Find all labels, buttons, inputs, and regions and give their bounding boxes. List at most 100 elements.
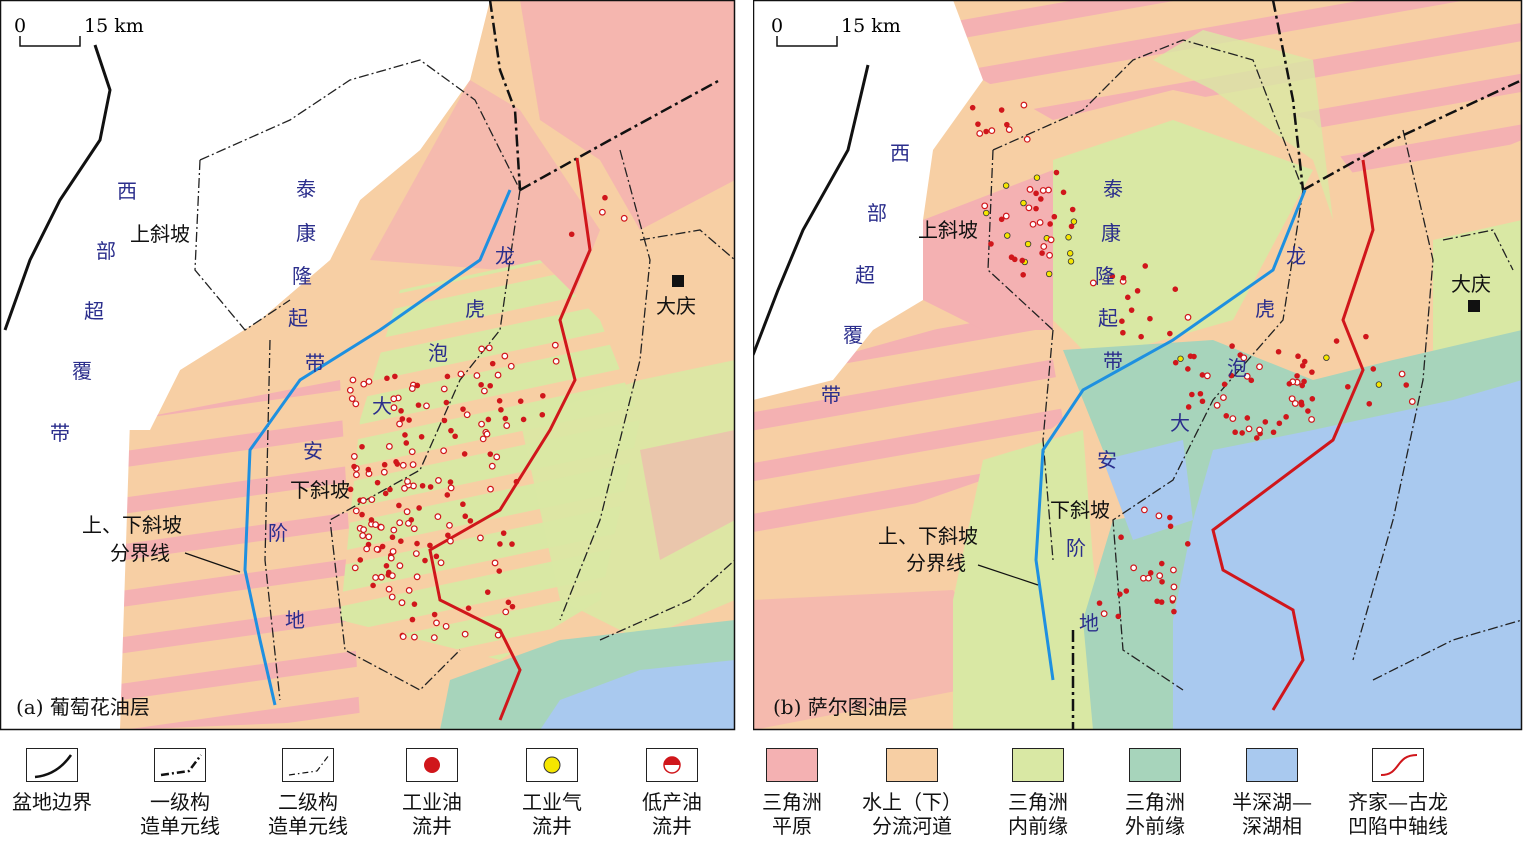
well-symbol: [1299, 362, 1306, 369]
label-tk-2-b: 康: [1101, 221, 1121, 245]
well-symbol: [509, 541, 515, 547]
label-tk-3-b: 隆: [1095, 264, 1115, 288]
well-symbol: [503, 422, 511, 429]
well-symbol: [497, 541, 503, 547]
well-symbol: [1167, 514, 1173, 521]
well-symbol: [359, 443, 365, 450]
outer-delta-front-label: 三角洲 外前缘: [1125, 790, 1185, 838]
well-symbol: [509, 603, 516, 610]
well-symbol: [1294, 373, 1300, 379]
well-symbol: [1167, 330, 1173, 337]
well-symbol: [1245, 425, 1253, 433]
well-symbol: [1156, 572, 1164, 580]
well-symbol: [357, 557, 364, 563]
well-symbol: [383, 563, 390, 569]
first-order-unit-line-swatch: [154, 748, 206, 782]
well-symbol: [552, 357, 560, 365]
well-symbol: [380, 468, 388, 476]
well-symbol: [1170, 566, 1177, 574]
well-symbol: [1069, 206, 1076, 213]
well-symbol: [352, 400, 360, 408]
label-lower-slope-a: 下斜坡: [290, 478, 350, 502]
well-symbol: [1119, 318, 1125, 324]
legend-item-delta-plain: 三角洲 平原: [732, 738, 852, 838]
scale-bar-a: [19, 36, 81, 47]
legend-item-distributary-channel: 水上（下） 分流河道: [852, 738, 972, 838]
well-symbol: [477, 534, 484, 542]
well-symbol: [351, 463, 357, 470]
well-symbol: [480, 387, 488, 395]
well-symbol: [422, 557, 428, 564]
well-symbol: [363, 545, 371, 553]
well-symbol: [489, 360, 496, 367]
label-tk-4-a: 起: [288, 306, 308, 330]
well-symbol: [1185, 404, 1192, 410]
well-symbol: [1023, 135, 1031, 143]
well-symbol: [444, 492, 451, 498]
label-west-5-a: 带: [50, 421, 70, 445]
well-symbol: [1169, 595, 1177, 602]
well-symbol: [460, 501, 466, 508]
well-symbol: [412, 550, 420, 557]
well-symbol: [988, 241, 994, 247]
well-symbol: [1301, 378, 1307, 385]
well-symbol: [433, 619, 440, 627]
label-tk-5-a: 带: [305, 351, 325, 375]
well-symbol: [1229, 415, 1237, 423]
label-west-5-b: 带: [821, 383, 841, 407]
well-symbol: [501, 352, 509, 360]
well-symbol: [493, 453, 501, 461]
well-symbol: [988, 127, 996, 135]
well-symbol: [414, 382, 421, 389]
well-symbol: [1068, 223, 1075, 230]
well-symbol: [399, 633, 407, 641]
deep-lake-swatch: [1246, 748, 1298, 782]
well-symbol: [1120, 329, 1126, 336]
well-symbol: [406, 417, 412, 423]
well-symbol: [444, 373, 451, 380]
well-symbol: [1291, 400, 1299, 407]
well-symbol: [382, 490, 389, 497]
well-symbol: [368, 496, 376, 504]
well-symbol: [1398, 370, 1406, 378]
well-symbol: [409, 461, 417, 469]
well-symbol: [441, 417, 448, 424]
scale-bar-b: [776, 36, 838, 47]
well-symbol: [487, 451, 494, 457]
well-symbol: [384, 375, 390, 382]
label-lh-2-b: 虎: [1255, 297, 1275, 321]
well-symbol: [1145, 574, 1152, 582]
well-symbol: [1248, 377, 1255, 384]
well-symbol: [430, 634, 438, 642]
well-symbol: [398, 599, 406, 607]
well-symbol: [983, 128, 989, 135]
label-tk-1-a: 泰: [296, 177, 316, 201]
label-tk-5-b: 带: [1103, 349, 1123, 373]
well-symbol: [1177, 355, 1184, 362]
well-symbol: [408, 385, 416, 392]
well-symbol: [347, 486, 354, 493]
well-symbol: [1045, 270, 1053, 278]
well-symbol: [1154, 598, 1160, 605]
well-symbol: [507, 362, 515, 370]
well-symbol: [402, 432, 408, 438]
well-symbol: [1298, 399, 1305, 406]
label-tk-1-b: 泰: [1103, 177, 1123, 201]
well-symbol: [433, 553, 440, 560]
well-symbol: [1301, 358, 1308, 365]
well-symbol: [485, 416, 492, 423]
outer-delta-front-swatch: [1129, 748, 1181, 782]
well-symbol: [1147, 315, 1153, 322]
well-symbol: [1155, 512, 1163, 520]
well-symbol: [359, 532, 367, 540]
well-symbol: [1171, 608, 1177, 615]
well-symbol: [494, 631, 502, 639]
well-symbol: [1115, 613, 1122, 620]
well-symbol: [427, 484, 434, 490]
well-symbol: [467, 518, 474, 524]
label-boundary-1-b: 上、下斜坡: [878, 524, 978, 548]
well-symbol: [1323, 354, 1330, 361]
well-symbol: [540, 392, 546, 399]
well-symbol: [399, 461, 407, 469]
well-symbol: [390, 526, 398, 534]
